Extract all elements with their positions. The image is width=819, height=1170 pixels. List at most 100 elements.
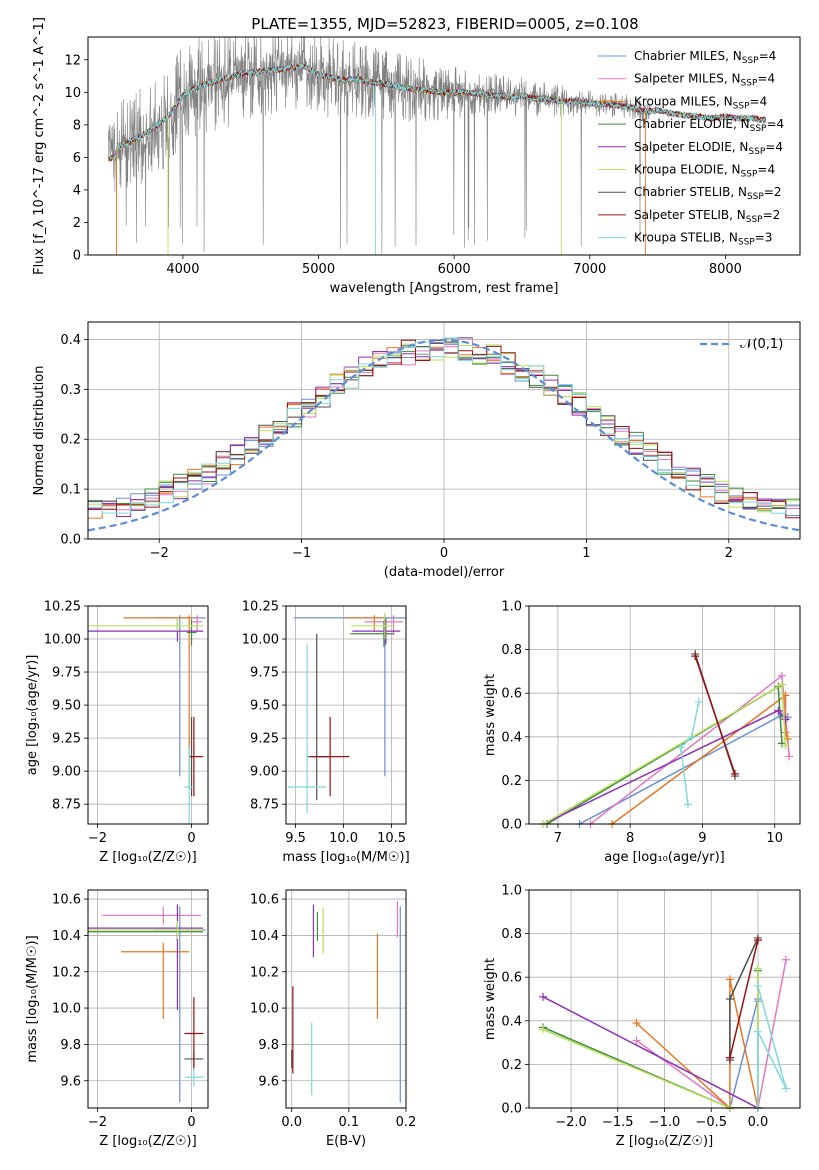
x-tick-label: 0.2	[396, 1115, 417, 1130]
y-tick-label: 0.8	[501, 927, 522, 942]
residual-histogram-panel: −2 −1 0 1 2 0.0 0.1 0.2 0.3 0.4 (data-model)/error…	[32, 321, 801, 580]
legend-label: Chabrier ELODIE, NSSP=4	[634, 117, 784, 134]
x-tick-label: −2	[150, 546, 169, 561]
y-tick-label: 0.4	[501, 730, 522, 745]
y-tick-label: 8	[73, 118, 81, 133]
weight-marker-salpeter-miles	[781, 955, 790, 964]
legend-label: Salpeter STELIB, NSSP=2	[634, 208, 780, 225]
age-vs-metallicity-panel: −2 0 8.75 9.00 9.25 9.50 9.75 10.00 10.25 Z [log₁…	[25, 600, 209, 865]
mass-vs-metallicity-panel: −2 0 9.6 9.8 10.0 10.2 10.4 10.6 Z [log₁₀(Z/Z☉)]…	[25, 889, 209, 1149]
x-tick-label: 10.5	[377, 831, 406, 846]
x-axis-label: Z [log₁₀(Z/Z☉)]	[99, 850, 196, 865]
weight-line-kroupa-stelib	[757, 985, 787, 1108]
weight-line-kroupa-stelib	[680, 701, 700, 805]
y-axis-label: Flux [f_λ 10^-17 erg cm^-2 s^-1 A^-1]	[32, 17, 47, 275]
x-axis-label: age [log₁₀(age/yr)]	[604, 850, 725, 865]
weight-marker-kroupa-elodie	[753, 964, 762, 973]
weight-line-kroupa-miles	[611, 693, 789, 824]
y-tick-label: 10.6	[250, 893, 279, 908]
weight-marker-salpeter-elodie	[781, 715, 790, 724]
x-axis-label: Z [log₁₀(Z/Z☉)]	[99, 1134, 196, 1149]
x-tick-label: 0.0	[748, 1115, 769, 1130]
y-tick-label: 10.0	[250, 1002, 279, 1017]
y-tick-label: 2	[73, 216, 81, 231]
weight-line-salpeter-miles	[636, 959, 787, 1108]
y-axis-label: mass weight	[483, 958, 498, 1040]
weight-marker-salpeter-miles	[785, 752, 794, 761]
x-tick-label: 4000	[166, 262, 199, 277]
y-tick-label: 10.2	[250, 965, 279, 980]
y-tick-label: 6	[73, 151, 81, 166]
legend-label: Salpeter MILES, NSSP=4	[634, 72, 775, 89]
x-tick-label: 7000	[573, 262, 606, 277]
normal-distribution-curve	[87, 338, 801, 532]
x-axis-label: wavelength [Angstrom, rest frame]	[330, 281, 559, 296]
weight-line-chabrier-elodie	[542, 970, 759, 1108]
x-tick-label: 0.0	[281, 1115, 302, 1130]
axes-frame	[285, 889, 407, 1109]
x-tick-label: 7	[554, 831, 562, 846]
x-tick-label: 8000	[709, 262, 742, 277]
x-axis-label: E(B-V)	[326, 1134, 366, 1149]
y-tick-label: 12	[64, 53, 81, 68]
mass-vs-reddening-panel: 0.0 0.1 0.2 9.6 9.8 10.0 10.2 10.4 10.6 E(B-V)	[250, 889, 417, 1149]
x-tick-label: −0.5	[695, 1115, 727, 1130]
weight-marker-kroupa-stelib	[683, 800, 692, 809]
weight-marker-salpeter-stelib	[753, 936, 762, 945]
y-tick-label: 0.2	[501, 774, 522, 789]
x-tick-label: −1.5	[602, 1115, 634, 1130]
weight-line-kroupa-miles	[635, 979, 759, 1108]
y-tick-label: 0.2	[501, 1058, 522, 1073]
weight-line-chabrier-elodie	[546, 685, 783, 824]
weight-marker-kroupa-stelib	[694, 697, 703, 706]
weight-marker-kroupa-miles	[632, 1018, 641, 1027]
y-tick-label: 0	[73, 249, 81, 264]
x-tick-label: −1	[292, 546, 311, 561]
x-tick-label: 5000	[302, 262, 335, 277]
x-tick-label: 9	[698, 831, 706, 846]
y-tick-label: 10.25	[242, 600, 279, 615]
x-tick-label: −2	[88, 831, 107, 846]
legend-label: Chabrier MILES, NSSP=4	[634, 49, 776, 66]
x-tick-label: 10	[766, 831, 783, 846]
x-tick-label: −2.0	[555, 1115, 587, 1130]
y-tick-label: 0.2	[60, 433, 81, 448]
y-tick-label: 9.8	[258, 1038, 279, 1053]
weight-vs-age-panel: 7 8 9 10 0.0 0.2 0.4 0.6 0.8 1.0 age [log₁₀(age/yr…	[483, 600, 801, 865]
y-tick-label: 9.00	[52, 765, 81, 780]
y-tick-label: 0.6	[501, 971, 522, 986]
y-tick-label: 0.0	[60, 533, 81, 548]
y-tick-label: 9.75	[52, 666, 81, 681]
histogram-kroupa-stelib	[88, 337, 800, 514]
y-tick-label: 0.4	[60, 333, 81, 348]
weight-marker-kroupa-elodie	[777, 680, 786, 689]
age-vs-mass-panel: 9.5 10.0 10.5 8.75 9.00 9.25 9.50 9.75 10.00 10.2…	[242, 600, 410, 866]
y-axis-label: mass weight	[483, 674, 498, 756]
x-axis-label: mass [log₁₀(M/M☉)]	[282, 850, 409, 865]
y-tick-label: 10	[64, 86, 81, 101]
y-tick-label: 10.4	[250, 929, 279, 944]
y-tick-label: 9.25	[250, 732, 279, 747]
y-axis-label: Normed distribution	[32, 366, 47, 496]
weight-line-kroupa-elodie	[542, 968, 759, 1108]
y-tick-label: 8.75	[250, 798, 279, 813]
legend-label: Salpeter ELODIE, NSSP=4	[634, 140, 783, 157]
weight-marker-chabrier-stelib	[725, 995, 734, 1003]
weight-vs-metallicity-panel: −2.0 −1.5 −1.0 −0.5 0.0 0.0 0.2 0.4 0.6 0.8 1.0 Z […	[483, 884, 801, 1149]
y-tick-label: 0.6	[501, 687, 522, 702]
x-axis-label: (data-model)/error	[384, 565, 505, 580]
weight-marker-kroupa-stelib	[753, 981, 762, 990]
axes-frame	[87, 889, 209, 1109]
weight-marker-salpeter-miles	[632, 1036, 641, 1045]
y-tick-label: 9.8	[60, 1038, 81, 1053]
axes-frame	[528, 889, 801, 1109]
weight-marker-kroupa-elodie	[539, 1025, 548, 1034]
y-tick-label: 10.4	[52, 929, 81, 944]
y-tick-label: 10.25	[44, 600, 81, 615]
x-tick-label: 1	[582, 546, 590, 561]
x-tick-label: −2	[88, 1115, 107, 1130]
x-axis-label: Z [log₁₀(Z/Z☉)]	[616, 1134, 713, 1149]
y-tick-label: 10.00	[242, 633, 279, 648]
y-tick-label: 0.8	[501, 643, 522, 658]
